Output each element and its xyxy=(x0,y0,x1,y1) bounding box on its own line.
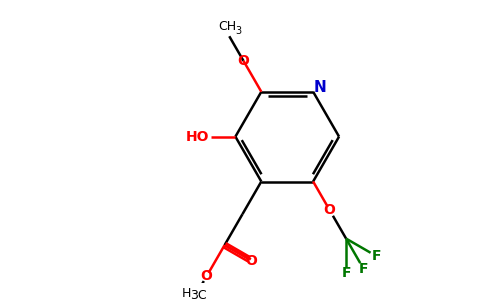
Text: O: O xyxy=(238,54,249,68)
Text: F: F xyxy=(341,266,351,280)
Text: N: N xyxy=(313,80,326,94)
Text: O: O xyxy=(324,203,335,217)
Text: 3C: 3C xyxy=(190,290,207,300)
Text: O: O xyxy=(245,254,257,268)
Text: H: H xyxy=(182,286,192,300)
Text: F: F xyxy=(359,262,368,276)
Text: 3: 3 xyxy=(236,26,242,36)
Text: F: F xyxy=(372,249,381,263)
Text: HO: HO xyxy=(186,130,210,144)
Text: CH: CH xyxy=(218,20,237,33)
Text: O: O xyxy=(201,269,212,283)
